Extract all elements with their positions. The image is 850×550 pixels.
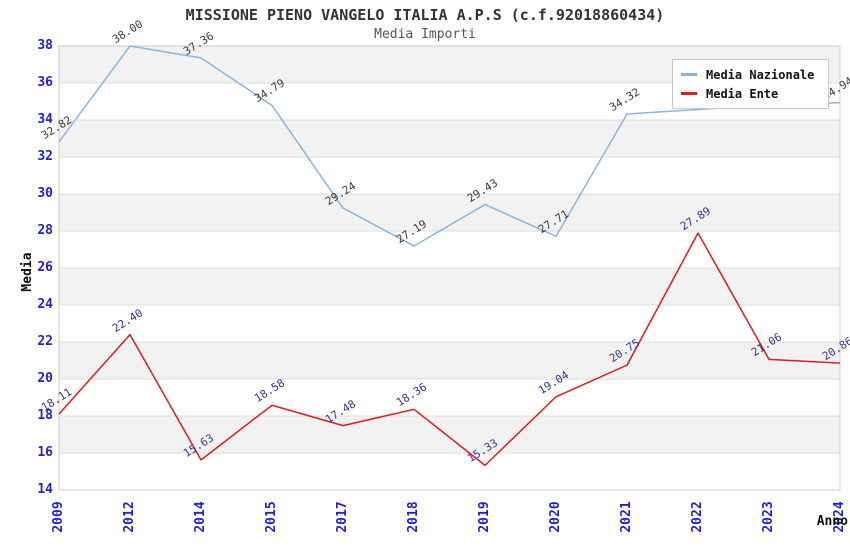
plot-band bbox=[59, 157, 840, 194]
x-tick-label: 2014 bbox=[193, 501, 208, 533]
x-tick-label: 2020 bbox=[548, 501, 563, 533]
y-tick-label: 32 bbox=[37, 149, 53, 164]
legend-item-nazionale: Media Nazionale bbox=[681, 65, 814, 84]
legend-label: Media Nazionale bbox=[706, 67, 815, 82]
x-tick-label: 2022 bbox=[690, 501, 705, 533]
x-tick-label: 2018 bbox=[406, 501, 421, 533]
x-tick-label: 2019 bbox=[477, 501, 492, 533]
x-tick-label: 2021 bbox=[619, 501, 634, 533]
x-tick-label: 2015 bbox=[264, 501, 279, 533]
y-tick-label: 36 bbox=[37, 75, 53, 90]
x-tick-label: 2012 bbox=[122, 501, 137, 533]
plot-band bbox=[59, 379, 840, 416]
plot-band bbox=[59, 305, 840, 342]
chart-title: MISSIONE PIENO VANGELO ITALIA A.P.S (c.f… bbox=[185, 6, 665, 24]
plot-band bbox=[59, 416, 840, 453]
legend-label: Media Ente bbox=[706, 86, 779, 101]
y-tick-label: 34 bbox=[37, 112, 53, 127]
chart-subtitle: Media Importi bbox=[374, 27, 476, 42]
y-tick-label: 14 bbox=[37, 482, 53, 497]
legend-box: Media Nazionale Media Ente bbox=[672, 59, 830, 109]
nazionale-line-swatch bbox=[681, 73, 697, 76]
y-tick-label: 26 bbox=[37, 260, 53, 275]
plot-band bbox=[59, 453, 840, 490]
series-line-ente bbox=[58, 232, 841, 467]
ente-line-swatch bbox=[681, 92, 697, 95]
y-tick-label: 22 bbox=[37, 334, 53, 349]
plot-frame bbox=[58, 45, 841, 491]
plot-band bbox=[59, 231, 840, 268]
x-tick-label: 2009 bbox=[51, 501, 66, 533]
x-axis-title: Anno bbox=[816, 514, 848, 529]
x-tick-label: 2017 bbox=[335, 501, 350, 533]
legend-item-ente: Media Ente bbox=[681, 84, 814, 103]
y-tick-label: 28 bbox=[37, 223, 53, 238]
y-tick-label: 30 bbox=[37, 186, 53, 201]
x-tick-label: 2023 bbox=[761, 501, 776, 533]
y-tick-label: 20 bbox=[37, 371, 53, 386]
y-tick-label: 18 bbox=[37, 408, 53, 423]
y-tick-label: 38 bbox=[37, 38, 53, 53]
plot-band bbox=[59, 342, 840, 379]
y-tick-label: 24 bbox=[37, 297, 53, 312]
plot-band bbox=[59, 268, 840, 305]
plot-band bbox=[59, 120, 840, 157]
y-tick-label: 16 bbox=[37, 445, 53, 460]
